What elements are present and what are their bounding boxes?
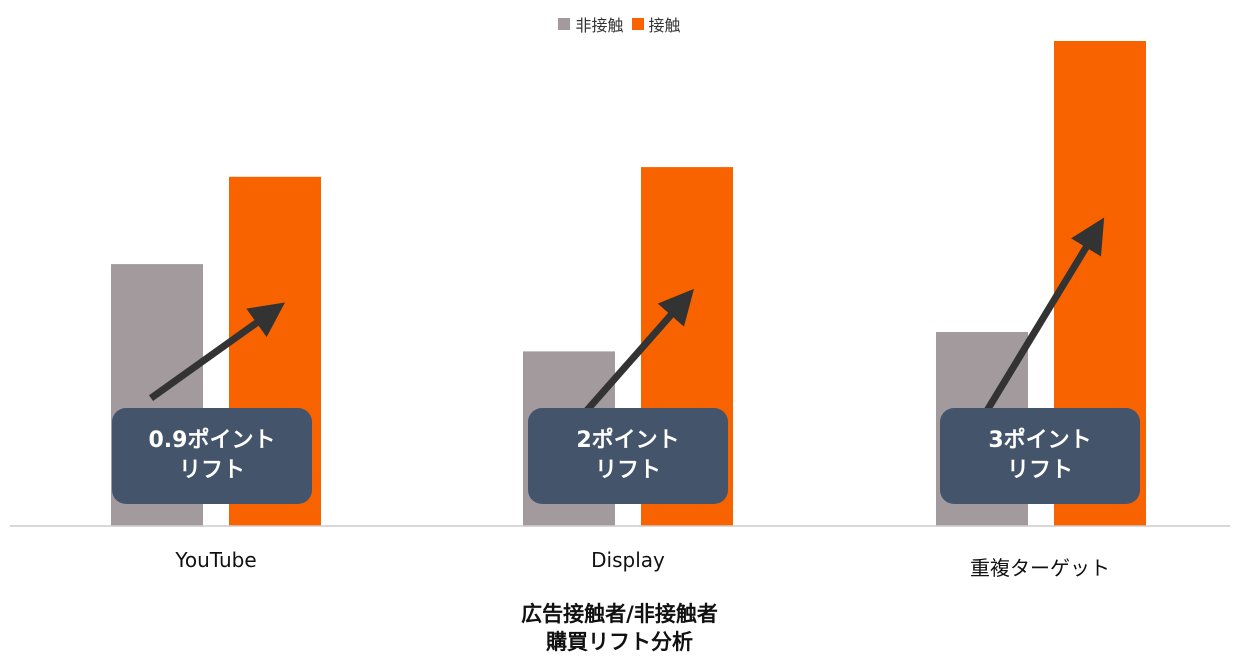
lift-callout-value: 0.9ポイント: [148, 428, 276, 453]
chart-title: 広告接触者/非接触者 購買リフト分析: [0, 600, 1239, 656]
lift-arrow: [973, 217, 1105, 431]
lift-callout-youtube: 0.9ポイント リフト: [112, 408, 312, 504]
lift-callout-label: リフト: [178, 458, 245, 483]
lift-callout-value: 2ポイント: [576, 428, 680, 453]
legend-item-contact: 接触: [631, 12, 681, 36]
legend: 非接触 接触: [0, 12, 1239, 36]
x-tick-label: 重複ターゲット: [970, 556, 1110, 580]
legend-item-non-contact: 非接触: [558, 12, 624, 36]
lift-arrow: [148, 302, 285, 401]
legend-label-contact: 接触: [648, 16, 681, 35]
lift-callout-overlap: 3ポイント リフト: [940, 408, 1140, 504]
x-tick-label: YouTube: [175, 548, 257, 572]
lift-callout-label: リフト: [594, 458, 661, 483]
lift-callout-display: 2ポイント リフト: [528, 408, 728, 504]
legend-swatch-contact: [631, 18, 644, 30]
legend-swatch-non-contact: [558, 18, 571, 30]
lift-callout-label: リフト: [1006, 458, 1073, 483]
chart-title-line1: 広告接触者/非接触者: [521, 602, 718, 626]
chart-title-line2: 購買リフト分析: [546, 630, 693, 654]
legend-label-non-contact: 非接触: [575, 16, 624, 35]
lift-callout-value: 3ポイント: [988, 428, 1092, 453]
x-tick-label: Display: [591, 548, 665, 572]
